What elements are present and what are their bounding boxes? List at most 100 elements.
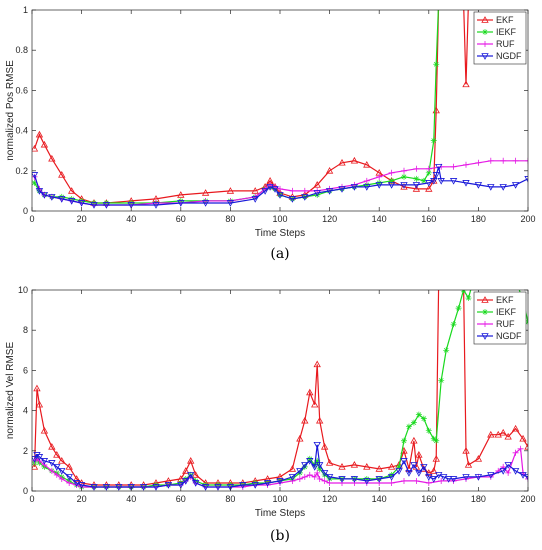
y-tick-label: 0.4 [15, 126, 28, 136]
data-point [68, 198, 76, 205]
data-point [313, 190, 321, 197]
data-point [187, 472, 195, 479]
data-point [475, 159, 482, 166]
x-tick-label: 140 [372, 494, 387, 504]
data-point [450, 321, 457, 328]
data-point [363, 463, 371, 470]
data-point [376, 173, 383, 180]
data-point [388, 177, 395, 184]
data-point [301, 194, 309, 201]
data-point [444, 476, 453, 483]
data-point [451, 277, 457, 282]
data-point [438, 0, 444, 2]
data-point [296, 469, 303, 476]
data-point [289, 187, 296, 194]
data-point [325, 188, 334, 195]
chart-panel-2: 0 20 40 60 80 100 120 140 160 180 200 0 2 4 6 8 10 Time S… [5, 277, 536, 544]
data-point [464, 461, 473, 468]
data-point [415, 470, 423, 477]
data-point [504, 462, 512, 469]
data-point [288, 474, 297, 481]
data-point [350, 461, 359, 468]
legend-label-ngdf: NGDF [496, 51, 522, 61]
data-point [436, 0, 442, 3]
data-point [164, 482, 173, 489]
data-point [316, 416, 324, 424]
y-tick-label: 0.8 [15, 45, 28, 55]
x-tick-label: 60 [176, 214, 186, 224]
data-point [494, 430, 502, 438]
data-point [436, 277, 442, 282]
data-point [410, 462, 418, 469]
data-point [388, 169, 395, 176]
y-tick-label: 4 [23, 406, 28, 416]
data-point [376, 479, 383, 486]
data-point [350, 184, 359, 191]
data-point [363, 160, 371, 168]
data-point [313, 441, 321, 449]
data-point [425, 185, 433, 192]
data-point [296, 468, 304, 475]
data-point [201, 484, 210, 491]
data-point [306, 388, 314, 396]
data-point [430, 435, 437, 442]
data-point [443, 347, 450, 354]
data-point [440, 474, 448, 481]
data-point [511, 468, 520, 475]
legend-label-iekf: IEKF [496, 27, 517, 37]
data-point [321, 477, 328, 484]
data-point [271, 186, 279, 193]
data-point [338, 186, 346, 193]
data-point [387, 463, 396, 470]
data-point [192, 471, 200, 478]
legend-label-ruf: RUF [496, 39, 515, 49]
data-point [462, 180, 470, 187]
data-point [48, 194, 56, 201]
data-point [524, 176, 528, 183]
x-tick-label: 100 [272, 494, 287, 504]
data-point [311, 464, 319, 471]
series-ruf [32, 445, 528, 490]
data-point [351, 479, 358, 486]
series-line [33, 166, 528, 206]
data-point [436, 0, 442, 2]
data-point [455, 305, 462, 312]
data-point [525, 475, 528, 482]
data-point [504, 432, 512, 440]
data-point [35, 188, 44, 195]
y-tick-label: 0 [23, 486, 28, 496]
data-point [301, 187, 308, 194]
data-point [276, 192, 284, 199]
data-point [410, 436, 418, 444]
data-point [438, 277, 444, 282]
series-line [33, 10, 469, 204]
x-axis-label: Time Steps [255, 508, 305, 519]
x-tick-label: 40 [126, 494, 136, 504]
data-point [363, 478, 371, 485]
data-point [462, 446, 470, 454]
data-point [400, 458, 408, 465]
legend-marker-ekf [481, 296, 489, 303]
data-point [413, 175, 420, 182]
data-point [314, 469, 321, 476]
data-point [316, 462, 324, 469]
data-point [314, 191, 321, 198]
data-point [226, 484, 235, 491]
series-ekf [32, 0, 470, 206]
data-point [430, 467, 438, 474]
data-point [68, 187, 76, 194]
data-point [512, 449, 519, 456]
data-point [449, 476, 458, 483]
data-point [289, 477, 296, 484]
data-point [301, 473, 308, 480]
y-tick-label: 0.2 [15, 166, 28, 176]
data-point [40, 192, 49, 199]
data-point [296, 475, 303, 482]
x-tick-label: 200 [520, 214, 535, 224]
data-point [505, 469, 512, 476]
data-point [102, 202, 111, 209]
data-point [32, 144, 39, 152]
x-tick-label: 180 [471, 214, 486, 224]
x-tick-label: 60 [176, 494, 186, 504]
legend-label-ruf: RUF [496, 319, 515, 329]
